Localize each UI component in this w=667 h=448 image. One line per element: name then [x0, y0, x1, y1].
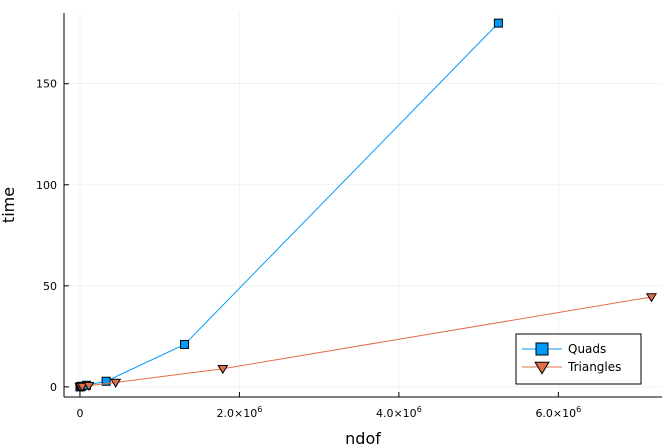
y-tick-label: 0 — [50, 381, 57, 394]
legend: Quads Triangles — [515, 333, 642, 385]
x-tick-label: 4.0×106 — [376, 405, 422, 420]
y-tick-label: 50 — [43, 280, 57, 293]
data-point — [217, 365, 229, 375]
data-point — [180, 339, 190, 349]
legend-marker — [535, 342, 549, 356]
data-point — [493, 18, 503, 28]
axes-layer — [63, 13, 662, 398]
x-tick-label: 6.0×106 — [535, 405, 581, 420]
data-point — [76, 382, 88, 392]
x-tick-label: 0 — [76, 407, 83, 420]
y-tick-label: 100 — [36, 179, 57, 192]
data-point — [110, 378, 122, 388]
y-tick-label: 150 — [36, 78, 57, 91]
x-tick-label: 2.0×106 — [217, 405, 263, 420]
grid-layer — [64, 13, 662, 397]
legend-label: Triangles — [567, 360, 621, 374]
legend-label: Quads — [568, 342, 606, 356]
x-axis-title: ndof — [345, 429, 381, 448]
data-point — [101, 376, 111, 386]
series-triangles — [74, 293, 657, 393]
legend-box — [515, 333, 642, 385]
ticks-layer: 0 2.0×106 4.0×106 6.0×106 0 50 100 150 — [36, 78, 581, 420]
data-point — [645, 293, 657, 303]
data-point — [83, 381, 95, 392]
series-layer — [74, 18, 657, 393]
legend-marker — [534, 361, 550, 375]
y-axis-title: time — [0, 187, 18, 223]
